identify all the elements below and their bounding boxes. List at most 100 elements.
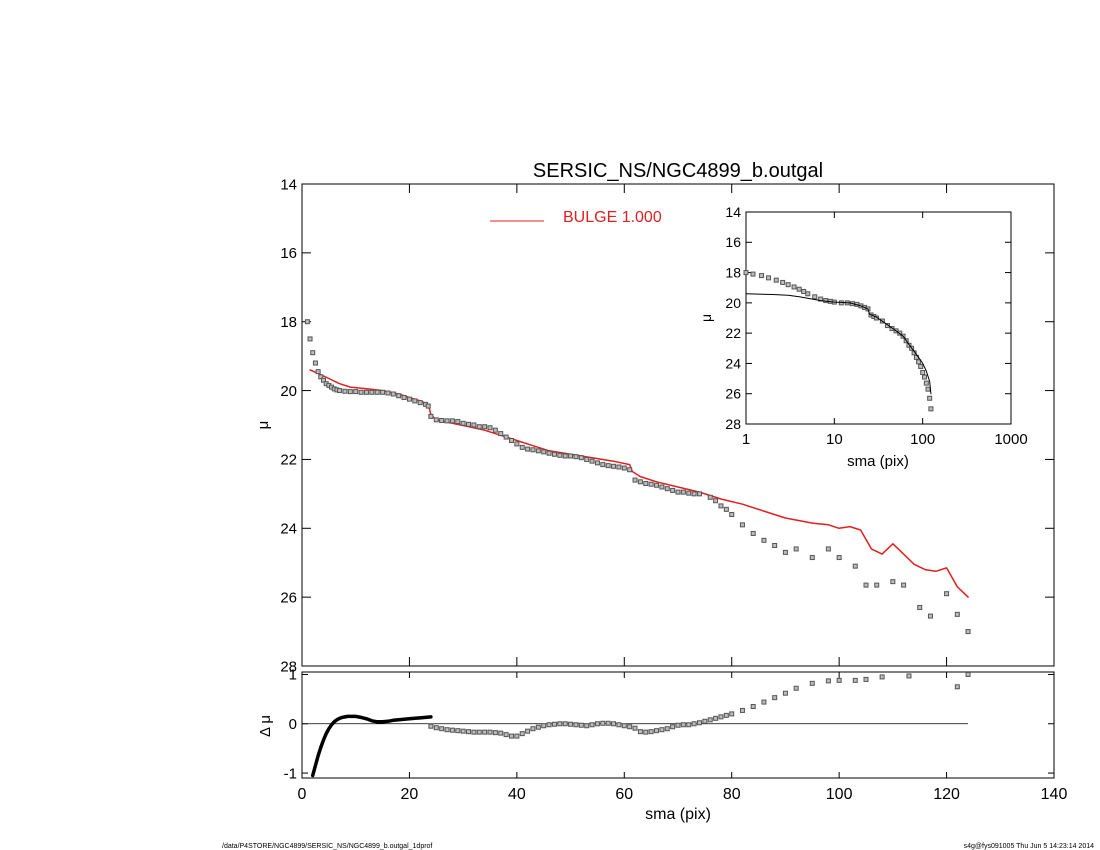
- profile-point: [380, 389, 386, 395]
- residual-point: [492, 730, 498, 736]
- profile-point: [476, 424, 482, 430]
- profile-point: [729, 512, 735, 518]
- x-tick-label: 20: [401, 786, 419, 803]
- residual-point: [707, 717, 713, 723]
- residual-point: [643, 729, 649, 735]
- profile-point: [825, 546, 831, 552]
- residual-panel: 0 20 40 60 80 100 120 140 -101 Δ μ sma (pix): [257, 667, 1067, 823]
- main-panel: SERSIC_NS/NGC4899_b.outgal 14 16 18 20 22 24 2…: [255, 160, 1055, 675]
- residual-point: [503, 732, 509, 738]
- profile-point: [954, 611, 960, 617]
- profile-point: [793, 546, 799, 552]
- residual-point: [573, 722, 579, 728]
- y-tick-label: 28: [725, 416, 741, 432]
- residual-point: [578, 722, 584, 728]
- residual-point: [535, 724, 541, 730]
- profile-point: [530, 447, 536, 453]
- profile-point: [691, 491, 697, 497]
- profile-point: [471, 422, 477, 428]
- residual-point: [750, 704, 756, 710]
- profile-point: [466, 421, 472, 427]
- profile-point: [347, 389, 353, 395]
- inset-profile-point: [750, 271, 756, 277]
- residual-point: [487, 729, 493, 735]
- residual-point: [471, 729, 477, 735]
- residual-point: [546, 722, 552, 728]
- x-tick-label: 80: [723, 786, 741, 803]
- residual-point: [675, 722, 681, 728]
- profile-point: [761, 537, 767, 543]
- residual-point: [648, 729, 654, 735]
- x-tick-label: 60: [615, 786, 633, 803]
- residual-point: [793, 685, 799, 691]
- x-tick-label: 40: [508, 786, 526, 803]
- residual-point: [444, 727, 450, 733]
- y-tick-label: 26: [725, 386, 741, 402]
- residual-point: [498, 730, 504, 736]
- profile-point: [944, 591, 950, 597]
- residual-point: [713, 715, 719, 721]
- y-tick-label: 1: [289, 667, 297, 684]
- profile-point: [449, 418, 455, 424]
- y-tick-label: 20: [725, 295, 741, 311]
- inset-x-axis-label: sma (pix): [847, 453, 909, 470]
- residual-point: [616, 722, 622, 728]
- y-tick-label: 26: [280, 589, 297, 606]
- footer-file-path: /data/P4STORE/NGC4899/SERSIC_NS/NGC4899_…: [222, 843, 432, 850]
- profile-point: [809, 555, 815, 561]
- inset-panel: 1 10 100 1000 14 16 18 20 22 24 26 28 μ sma (pix): [698, 204, 1028, 470]
- profile-point: [439, 418, 445, 424]
- y-tick-label: 24: [725, 355, 741, 371]
- inset-profile-point: [805, 291, 811, 297]
- profile-point: [696, 491, 702, 497]
- x-tick-label: 1000: [994, 431, 1027, 448]
- inset-profile-point: [918, 363, 924, 369]
- residual-point: [782, 690, 788, 696]
- profile-point: [508, 437, 514, 443]
- profile-point: [852, 563, 858, 569]
- residual-point: [611, 721, 617, 727]
- profile-point: [557, 452, 563, 458]
- residual-point: [670, 724, 676, 730]
- main-y-axis-label: μ: [255, 421, 272, 430]
- residual-point: [482, 729, 488, 735]
- profile-point: [525, 446, 531, 452]
- profile-point: [318, 374, 324, 380]
- inset-profile-point: [916, 359, 922, 365]
- profile-point: [546, 450, 552, 456]
- profile-point: [707, 494, 713, 500]
- residual-point: [739, 707, 745, 713]
- profile-point: [648, 481, 654, 487]
- profile-point: [374, 389, 380, 395]
- x-tick-label: 0: [298, 786, 307, 803]
- profile-point: [621, 465, 627, 471]
- residual-point: [965, 671, 971, 677]
- inset-profile-point: [927, 395, 933, 401]
- main-plot-frame: [301, 183, 1055, 667]
- profile-point: [965, 629, 971, 635]
- y-tick-label: 20: [280, 383, 297, 400]
- profile-point: [675, 489, 681, 495]
- inset-profile-point: [773, 277, 779, 283]
- profile-point: [337, 388, 343, 394]
- profile-point: [863, 582, 869, 588]
- profile-point: [836, 555, 842, 561]
- x-tick-label: 10: [826, 431, 843, 448]
- y-tick-label: 16: [280, 245, 297, 262]
- y-tick-label: 16: [725, 234, 741, 250]
- y-tick-label: 18: [280, 314, 297, 331]
- profile-point: [460, 420, 466, 426]
- residual-point: [525, 728, 531, 734]
- profile-point: [562, 453, 568, 459]
- profile-point: [616, 464, 622, 470]
- inset-y-axis-label: μ: [698, 314, 714, 322]
- profile-point: [605, 463, 611, 469]
- inset-profile-point: [780, 279, 786, 285]
- inner-residual-line: [310, 714, 433, 778]
- profile-point: [927, 613, 933, 619]
- footer-timestamp: s4g@fys091005 Thu Jun 5 14:23:14 2014: [964, 843, 1094, 850]
- residual-point: [557, 721, 563, 727]
- x-tick-label: 100: [910, 431, 935, 448]
- profile-point: [578, 455, 584, 461]
- profile-point: [312, 360, 318, 366]
